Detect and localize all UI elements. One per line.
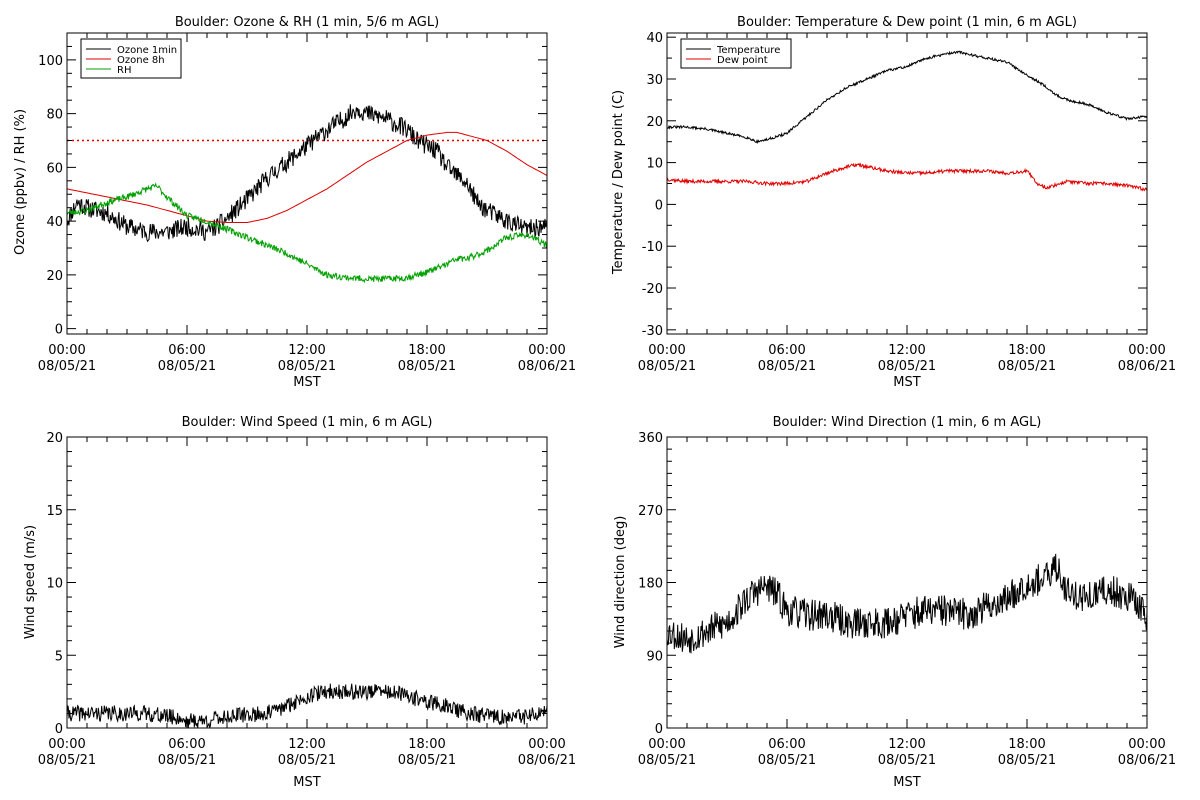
x-tick-label-time: 00:00 bbox=[1128, 343, 1165, 358]
x-tick-label-time: 00:00 bbox=[528, 737, 565, 752]
chart-title: Boulder: Wind Speed (1 min, 6 m AGL) bbox=[182, 415, 433, 430]
y-tick-label: 360 bbox=[638, 431, 663, 446]
x-tick-label-date: 08/05/21 bbox=[758, 359, 816, 374]
x-tick-label-time: 06:00 bbox=[168, 737, 205, 752]
y-tick-label: -10 bbox=[642, 240, 663, 255]
x-tick-label-time: 18:00 bbox=[408, 343, 445, 358]
x-tick-label-date: 08/05/21 bbox=[158, 359, 216, 374]
y-tick-label: 10 bbox=[646, 157, 663, 172]
x-axis-label: MST bbox=[893, 375, 920, 390]
y-axis-label: Wind direction (deg) bbox=[613, 516, 628, 649]
legend-label: Dew point bbox=[717, 55, 768, 66]
chart-title: Boulder: Ozone & RH (1 min, 5/6 m AGL) bbox=[175, 15, 439, 30]
y-tick-label: 40 bbox=[46, 215, 63, 230]
y-tick-label: 20 bbox=[46, 269, 63, 284]
y-axis-label: Ozone (ppbv) / RH (%) bbox=[13, 109, 28, 255]
x-tick-label-date: 08/06/21 bbox=[1118, 359, 1176, 374]
panel-ozone-rh: Boulder: Ozone & RH (1 min, 5/6 m AGL) M… bbox=[13, 15, 576, 390]
x-tick-label-time: 00:00 bbox=[1128, 737, 1165, 752]
plot-frame bbox=[66, 436, 548, 729]
x-tick-label-date: 08/05/21 bbox=[38, 359, 96, 374]
panel-wind-direction: Boulder: Wind Direction (1 min, 6 m AGL)… bbox=[613, 415, 1176, 790]
y-tick-label: 270 bbox=[638, 504, 663, 519]
x-tick-label-date: 08/06/21 bbox=[518, 359, 576, 374]
x-axis-label: MST bbox=[293, 375, 320, 390]
x-tick-label-time: 06:00 bbox=[768, 737, 805, 752]
legend-label: Temperature bbox=[716, 45, 780, 56]
y-tick-label: -20 bbox=[642, 282, 663, 297]
x-tick-label-time: 00:00 bbox=[48, 737, 85, 752]
x-tick-label-date: 08/05/21 bbox=[398, 359, 456, 374]
x-tick-label-time: 00:00 bbox=[48, 343, 85, 358]
y-tick-label: 0 bbox=[55, 722, 63, 737]
x-axis-label: MST bbox=[293, 775, 320, 790]
x-tick-label-date: 08/05/21 bbox=[638, 753, 696, 768]
x-tick-label-date: 08/05/21 bbox=[878, 753, 936, 768]
chart-title: Boulder: Wind Direction (1 min, 6 m AGL) bbox=[773, 415, 1042, 430]
y-tick-label: 40 bbox=[646, 31, 663, 46]
y-tick-label: 5 bbox=[55, 649, 63, 664]
y-tick-label: 100 bbox=[38, 54, 63, 69]
y-tick-label: 20 bbox=[646, 115, 663, 130]
x-tick-label-date: 08/05/21 bbox=[758, 753, 816, 768]
series-line-rh bbox=[67, 182, 547, 284]
x-tick-label-time: 18:00 bbox=[1008, 343, 1045, 358]
y-axis-label: Temperature / Dew point (C) bbox=[611, 90, 626, 275]
y-tick-label: 30 bbox=[646, 73, 663, 88]
y-axis-label: Wind speed (m/s) bbox=[23, 525, 38, 639]
chart-title: Boulder: Temperature & Dew point (1 min,… bbox=[737, 15, 1077, 30]
legend-label: Ozone 1min bbox=[117, 45, 177, 56]
series-line-ozone-1min bbox=[67, 104, 547, 243]
series-line-wind-speed bbox=[67, 683, 547, 728]
x-tick-label-date: 08/05/21 bbox=[278, 753, 336, 768]
x-tick-label-date: 08/05/21 bbox=[878, 359, 936, 374]
legend-label: RH bbox=[117, 65, 131, 76]
y-tick-label: 60 bbox=[46, 161, 63, 176]
x-tick-label-time: 18:00 bbox=[408, 737, 445, 752]
x-tick-label-date: 08/05/21 bbox=[38, 753, 96, 768]
panel-wind-speed: Boulder: Wind Speed (1 min, 6 m AGL) MST… bbox=[23, 415, 576, 790]
x-tick-label-time: 12:00 bbox=[888, 343, 925, 358]
panel-temperature-dewpoint: Boulder: Temperature & Dew point (1 min,… bbox=[611, 15, 1176, 390]
x-tick-label-date: 08/06/21 bbox=[1118, 753, 1176, 768]
x-tick-label-time: 00:00 bbox=[648, 343, 685, 358]
x-tick-label-time: 00:00 bbox=[648, 737, 685, 752]
x-tick-label-time: 00:00 bbox=[528, 343, 565, 358]
series-line-ozone-8h bbox=[67, 131, 547, 223]
y-tick-label: 0 bbox=[655, 198, 663, 213]
y-tick-label: 15 bbox=[46, 504, 63, 519]
series-line-wind-direction bbox=[667, 553, 1147, 654]
legend-label: Ozone 8h bbox=[117, 55, 165, 66]
y-tick-label: 80 bbox=[46, 108, 63, 123]
x-tick-label-date: 08/06/21 bbox=[518, 753, 576, 768]
x-tick-label-date: 08/05/21 bbox=[398, 753, 456, 768]
x-tick-label-date: 08/05/21 bbox=[278, 359, 336, 374]
y-tick-label: 10 bbox=[46, 577, 63, 592]
y-tick-label: -30 bbox=[642, 324, 663, 339]
x-tick-label-time: 06:00 bbox=[768, 343, 805, 358]
y-tick-label: 90 bbox=[646, 649, 663, 664]
series-line-temperature bbox=[667, 50, 1147, 145]
plot-frame bbox=[666, 32, 1148, 335]
plot-frame bbox=[666, 436, 1148, 729]
x-tick-label-time: 06:00 bbox=[168, 343, 205, 358]
x-tick-label-date: 08/05/21 bbox=[638, 359, 696, 374]
x-tick-label-date: 08/05/21 bbox=[998, 753, 1056, 768]
x-tick-label-date: 08/05/21 bbox=[158, 753, 216, 768]
x-tick-label-date: 08/05/21 bbox=[998, 359, 1056, 374]
x-tick-label-time: 18:00 bbox=[1008, 737, 1045, 752]
x-axis-label: MST bbox=[893, 775, 920, 790]
y-tick-label: 0 bbox=[655, 722, 663, 737]
x-tick-label-time: 12:00 bbox=[888, 737, 925, 752]
y-tick-label: 20 bbox=[46, 431, 63, 446]
y-tick-label: 0 bbox=[55, 323, 63, 338]
series-line-dew-point bbox=[667, 162, 1147, 192]
x-tick-label-time: 12:00 bbox=[288, 737, 325, 752]
x-tick-label-time: 12:00 bbox=[288, 343, 325, 358]
legend-box bbox=[680, 38, 792, 69]
y-tick-label: 180 bbox=[638, 577, 663, 592]
